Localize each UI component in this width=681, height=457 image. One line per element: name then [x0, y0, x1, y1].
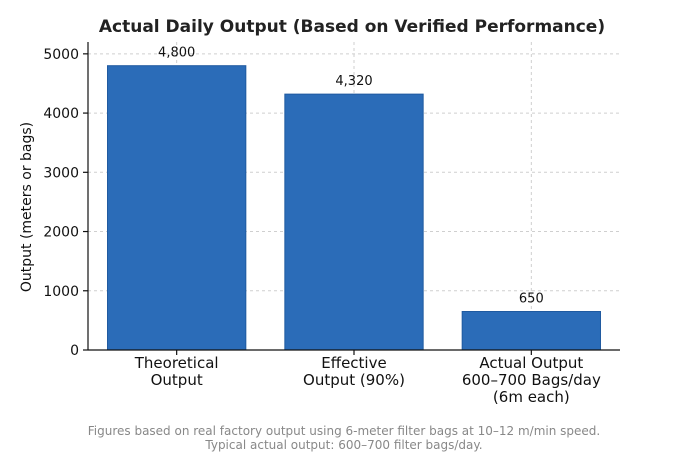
data-label: 650	[519, 292, 544, 307]
y-tick-label: 1000	[43, 284, 79, 300]
y-tick-label: 3000	[43, 165, 79, 181]
y-tick-label: 5000	[43, 47, 79, 63]
x-tick-label: Theoretical	[134, 354, 219, 372]
bar	[284, 93, 424, 351]
data-label: 4,320	[335, 74, 372, 89]
x-tick-label: Effective	[321, 354, 386, 372]
y-tick-label: 0	[70, 343, 79, 359]
axes	[83, 42, 620, 355]
x-tick-label: 600–700 Bags/day	[462, 371, 601, 389]
x-tick-label: (6m each)	[493, 388, 570, 406]
bar	[107, 65, 247, 351]
footnote-line-2: Typical actual output: 600–700 filter ba…	[204, 438, 482, 452]
data-labels: 4,800 4,320 650	[158, 46, 544, 307]
y-tick-labels: 0 1000 2000 3000 4000 5000	[43, 47, 79, 359]
y-tick-label: 4000	[43, 106, 79, 122]
footnote-line-1: Figures based on real factory output usi…	[88, 424, 600, 438]
y-tick-label: 2000	[43, 225, 79, 241]
x-tick-label: Actual Output	[479, 354, 583, 372]
x-tick-label: Output	[151, 371, 203, 389]
bar	[461, 311, 601, 351]
bars	[107, 65, 601, 351]
y-axis-label: Output (meters or bags)	[19, 122, 35, 292]
data-label: 4,800	[158, 46, 195, 61]
chart-title: Actual Daily Output (Based on Verified P…	[99, 17, 605, 37]
x-tick-label: Output (90%)	[303, 371, 405, 389]
